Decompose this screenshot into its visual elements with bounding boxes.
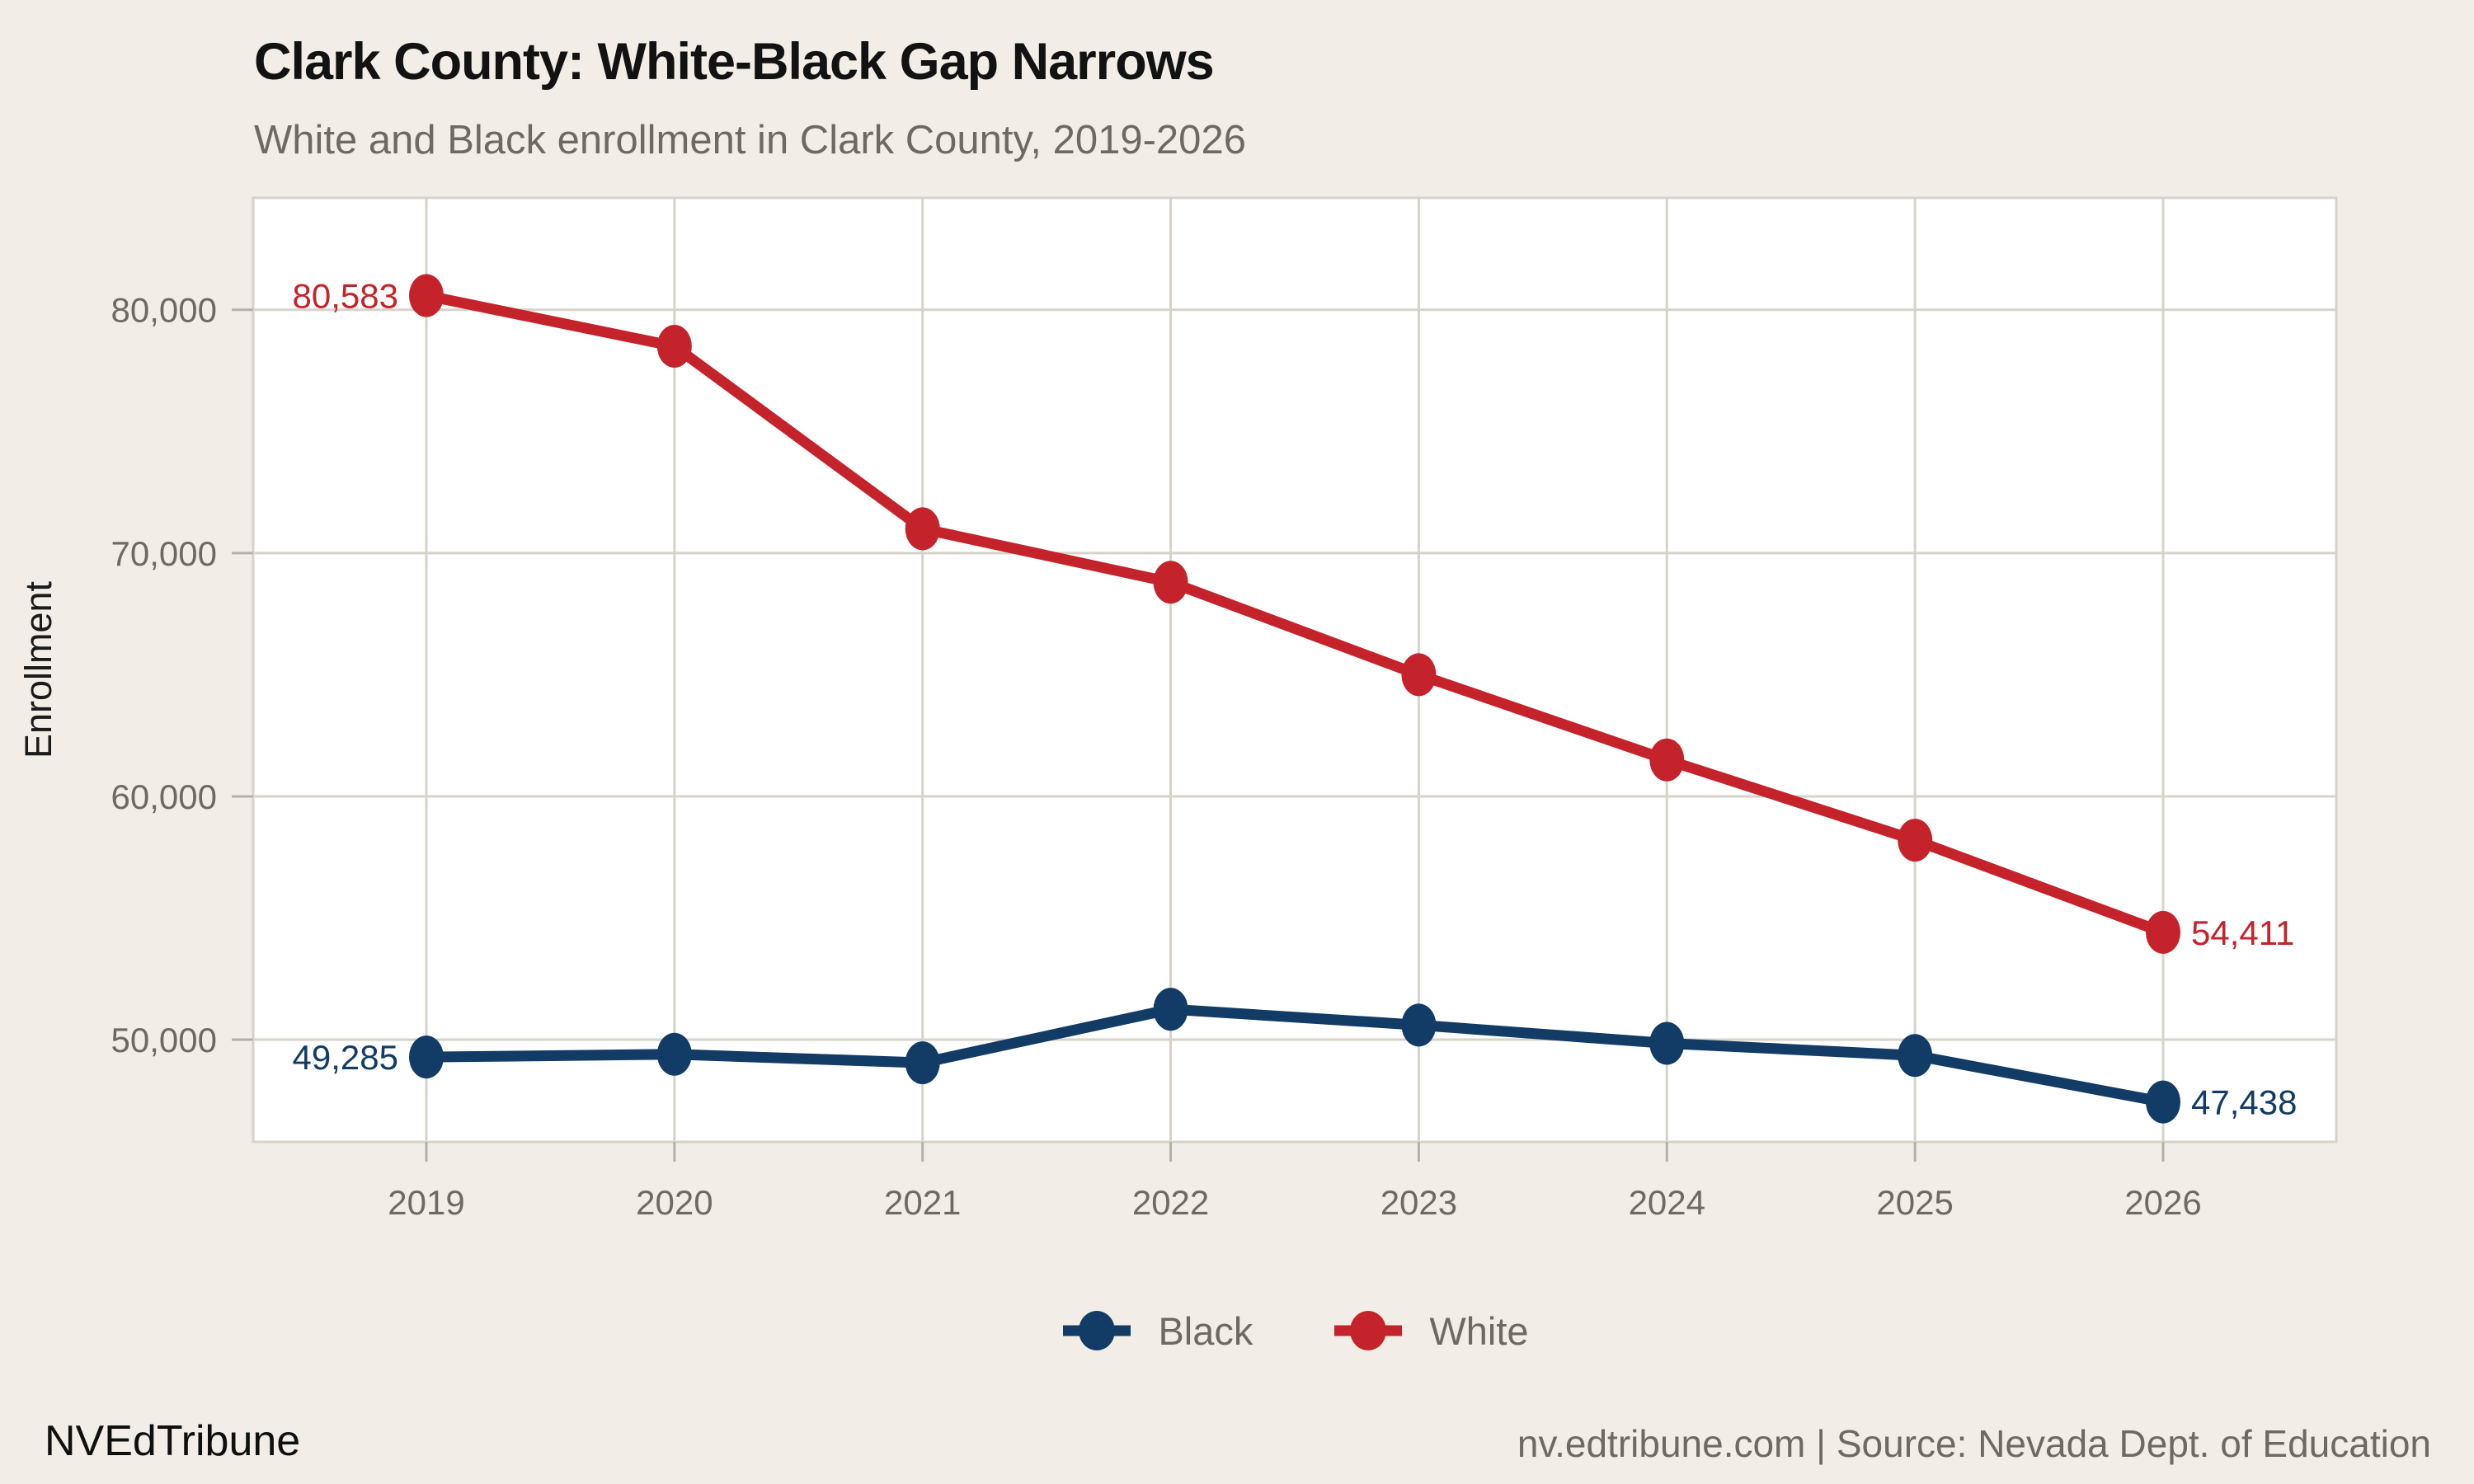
- x-tick-label: 2024: [1629, 1183, 1705, 1222]
- legend-label-black: Black: [1158, 1308, 1253, 1353]
- data-point-black-2021: [905, 1041, 940, 1085]
- x-tick-label: 2023: [1380, 1183, 1457, 1222]
- chart-title: Clark County: White-Black Gap Narrows: [254, 33, 1215, 91]
- data-point-white-2020: [656, 325, 692, 369]
- legend-item-white: White: [1332, 1306, 1529, 1355]
- series-line-white: [421, 290, 2169, 938]
- data-point-black-2019: [409, 1036, 444, 1079]
- data-point-black-2023: [1401, 1003, 1437, 1047]
- source-attribution: nv.edtribune.com | Source: Nevada Dept. …: [1517, 1422, 2431, 1465]
- y-axis-title: Enrollment: [17, 580, 59, 758]
- first-value-label-black: 49,285: [293, 1038, 398, 1077]
- data-point-black-2020: [656, 1032, 692, 1076]
- legend-label-white: White: [1429, 1308, 1529, 1353]
- first-value-label-white: 80,583: [293, 277, 398, 316]
- data-point-white-2022: [1153, 561, 1188, 604]
- series-line-black: [421, 1003, 2169, 1108]
- data-point-black-2026: [2146, 1080, 2180, 1124]
- last-value-label-white: 54,411: [2191, 913, 2294, 952]
- x-tick-label: 2020: [636, 1183, 713, 1222]
- chart-subtitle: White and Black enrollment in Clark Coun…: [254, 118, 1246, 162]
- data-point-white-2026: [2146, 910, 2180, 954]
- white-series-marker-icon: [1334, 1311, 1403, 1350]
- x-tick-label: 2022: [1132, 1183, 1209, 1222]
- data-point-white-2023: [1401, 653, 1437, 697]
- data-point-black-2022: [1153, 988, 1188, 1031]
- data-point-white-2021: [905, 507, 940, 551]
- black-series-marker-icon: [1063, 1311, 1131, 1350]
- x-tick-label: 2019: [388, 1183, 464, 1222]
- brand-wordmark: NVEdTribune: [45, 1417, 301, 1465]
- y-tick-label: 50,000: [111, 1021, 217, 1059]
- legend-item-black: Black: [1061, 1306, 1253, 1355]
- y-tick-label: 80,000: [111, 291, 217, 330]
- data-point-white-2025: [1898, 819, 1933, 862]
- data-point-black-2025: [1898, 1034, 1933, 1078]
- x-tick-label: 2025: [1876, 1183, 1953, 1222]
- legend: Black White: [58, 1298, 2474, 1364]
- x-tick-label: 2026: [2124, 1183, 2201, 1222]
- last-value-label-black: 47,438: [2191, 1083, 2297, 1122]
- y-tick-label: 70,000: [111, 534, 217, 573]
- data-point-black-2024: [1649, 1021, 1685, 1065]
- plot-area: [252, 196, 2338, 1144]
- data-point-white-2024: [1649, 738, 1685, 782]
- data-point-white-2019: [409, 274, 444, 317]
- y-tick-label: 60,000: [111, 777, 217, 816]
- x-tick-label: 2021: [884, 1183, 961, 1222]
